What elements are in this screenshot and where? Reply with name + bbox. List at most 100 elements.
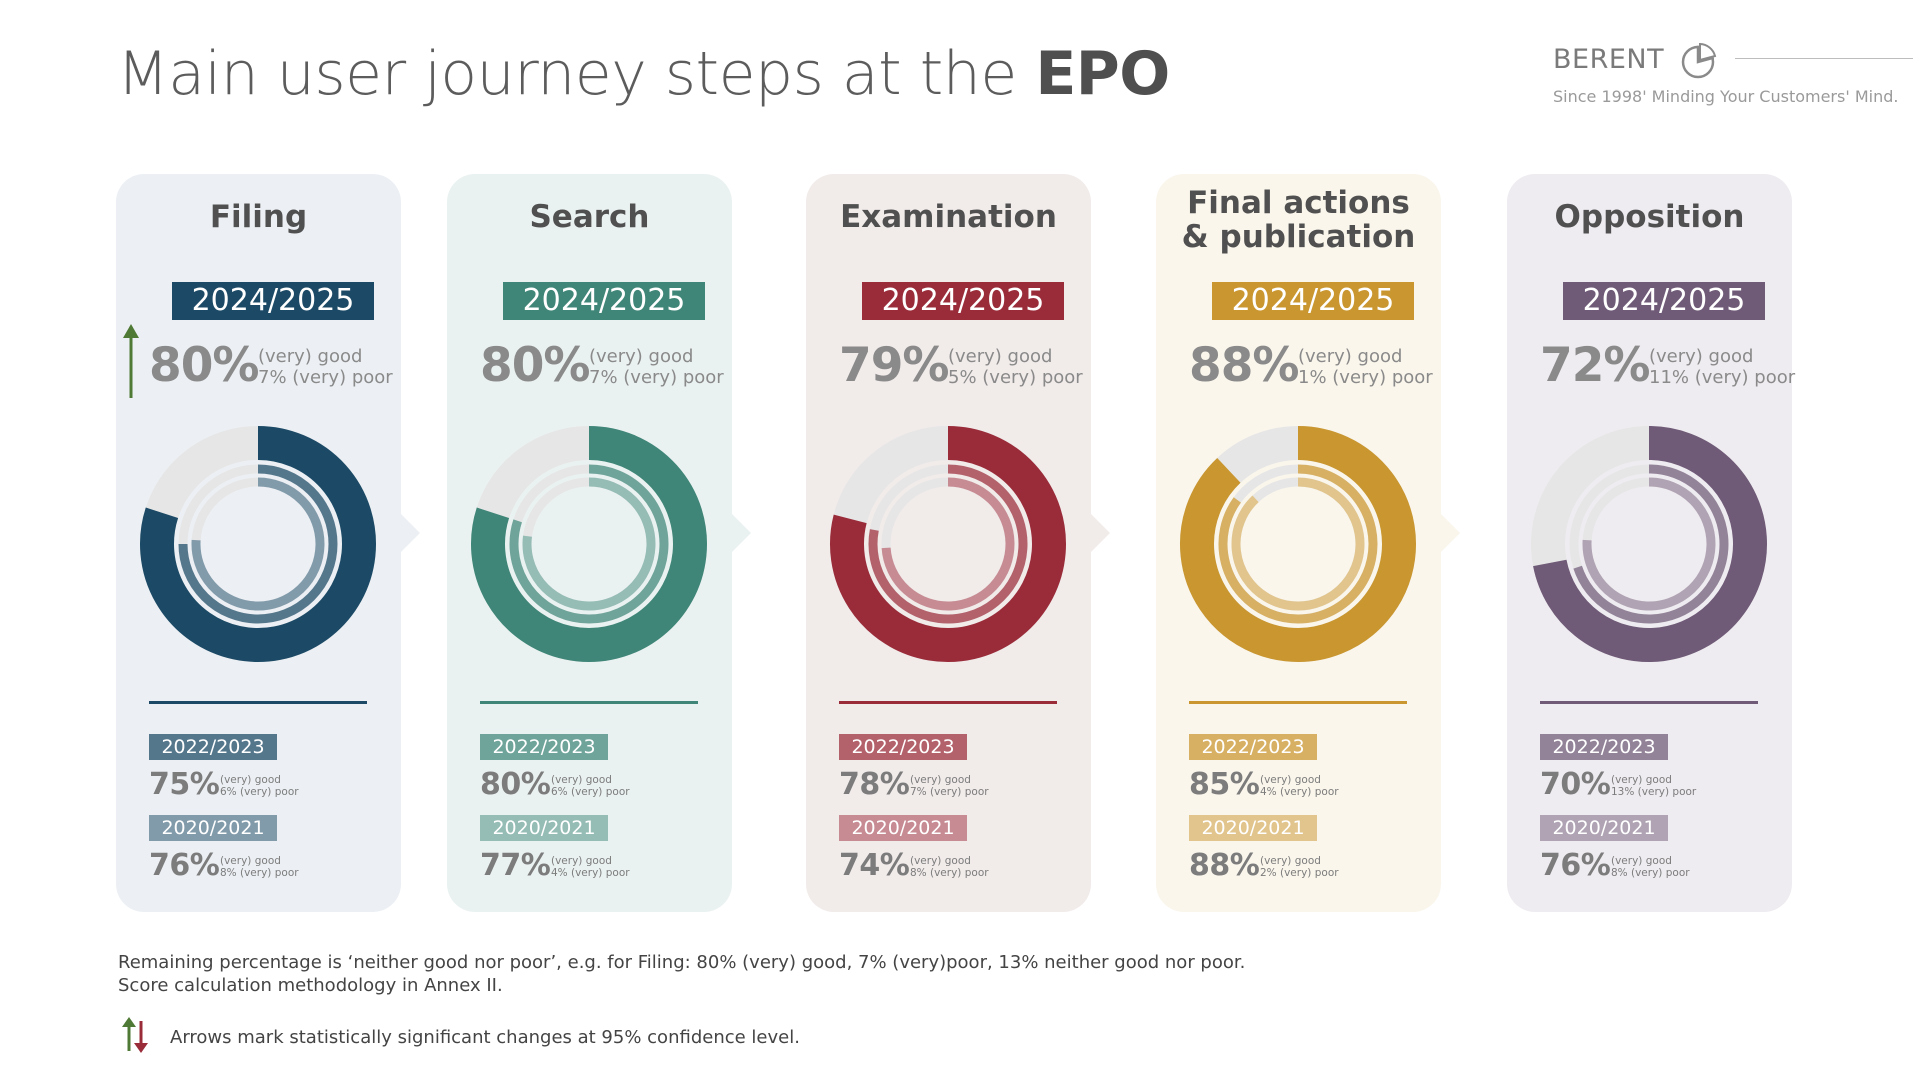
donut-chart (1527, 422, 1771, 666)
score-2020-2021: 77% (480, 849, 550, 883)
score-2022-2023: 80% (480, 768, 550, 802)
good-label: (very) good (910, 774, 989, 786)
score-2020-2021-detail: (very) good2% (very) poor (1260, 855, 1339, 879)
score-2020-2021: 88% (1189, 849, 1259, 883)
donut-chart (467, 422, 711, 666)
score-2022-2023-detail: (very) good4% (very) poor (1260, 774, 1339, 798)
score-2020-2021-detail: (very) good8% (very) poor (1611, 855, 1690, 879)
year-badge-current: 2024/2025 (1563, 282, 1765, 320)
poor-label: 5% (very) poor (948, 367, 1083, 388)
significant-increase-icon (121, 324, 141, 398)
good-label: (very) good (1611, 855, 1690, 867)
poor-label: 8% (very) poor (1611, 867, 1690, 879)
year-badge-2020-2021: 2020/2021 (149, 815, 277, 841)
poor-label: 2% (very) poor (1260, 867, 1339, 879)
score-current-detail: (very) good1% (very) poor (1298, 346, 1433, 388)
score-2020-2021: 76% (149, 849, 219, 883)
good-label: (very) good (589, 346, 724, 367)
score-2022-2023-detail: (very) good6% (very) poor (220, 774, 299, 798)
donut-chart (1176, 422, 1420, 666)
step-card: Final actions & publication2024/202588%(… (1156, 174, 1441, 912)
score-2022-2023: 75% (149, 768, 219, 802)
year-badge-current: 2024/2025 (862, 282, 1064, 320)
footnote-remaining: Remaining percentage is ‘neither good no… (118, 952, 1245, 974)
poor-label: 7% (very) poor (258, 367, 393, 388)
poor-label: 7% (very) poor (910, 786, 989, 798)
year-badge-2022-2023: 2022/2023 (1540, 734, 1668, 760)
score-2020-2021-detail: (very) good8% (very) poor (220, 855, 299, 879)
step-connector-arrow (1441, 514, 1460, 552)
separator-line (1189, 701, 1407, 704)
good-label: (very) good (258, 346, 393, 367)
score-2020-2021: 74% (839, 849, 909, 883)
poor-label: 1% (very) poor (1298, 367, 1433, 388)
logo-tagline: Since 1998' Minding Your Customers' Mind… (1553, 87, 1898, 106)
score-2022-2023: 85% (1189, 768, 1259, 802)
good-label: (very) good (1260, 855, 1339, 867)
score-current: 72% (1540, 340, 1650, 392)
poor-label: 11% (very) poor (1649, 367, 1795, 388)
year-badge-current: 2024/2025 (1212, 282, 1414, 320)
score-current-detail: (very) good11% (very) poor (1649, 346, 1795, 388)
score-2022-2023: 78% (839, 768, 909, 802)
year-badge-2022-2023: 2022/2023 (1189, 734, 1317, 760)
score-current: 79% (839, 340, 949, 392)
poor-label: 4% (very) poor (551, 867, 630, 879)
year-badge-2022-2023: 2022/2023 (149, 734, 277, 760)
good-label: (very) good (1298, 346, 1433, 367)
poor-label: 13% (very) poor (1611, 786, 1696, 798)
step-connector-arrow (1091, 514, 1110, 552)
separator-line (149, 701, 367, 704)
poor-label: 6% (very) poor (220, 786, 299, 798)
footnote-methodology: Score calculation methodology in Annex I… (118, 975, 503, 997)
year-badge-current: 2024/2025 (172, 282, 374, 320)
year-badge-current: 2024/2025 (503, 282, 705, 320)
good-label: (very) good (1611, 774, 1696, 786)
score-current: 88% (1189, 340, 1299, 392)
separator-line (480, 701, 698, 704)
step-title: Examination (806, 200, 1091, 234)
score-current-detail: (very) good5% (very) poor (948, 346, 1083, 388)
score-current-detail: (very) good7% (very) poor (258, 346, 393, 388)
score-current-detail: (very) good7% (very) poor (589, 346, 724, 388)
year-badge-2020-2021: 2020/2021 (1540, 815, 1668, 841)
ring-2020-2021 (1236, 482, 1360, 606)
year-badge-2020-2021: 2020/2021 (1189, 815, 1317, 841)
step-connector-arrow (401, 514, 420, 552)
score-2020-2021-detail: (very) good4% (very) poor (551, 855, 630, 879)
score-2022-2023: 70% (1540, 768, 1610, 802)
good-label: (very) good (220, 774, 299, 786)
separator-line (1540, 701, 1758, 704)
year-badge-2020-2021: 2020/2021 (839, 815, 967, 841)
step-card: Filing2024/202580%(very) good7% (very) p… (116, 174, 401, 912)
good-label: (very) good (910, 855, 989, 867)
step-title: Search (447, 200, 732, 234)
separator-line (839, 701, 1057, 704)
good-label: (very) good (551, 774, 630, 786)
score-2022-2023-detail: (very) good7% (very) poor (910, 774, 989, 798)
poor-label: 7% (very) poor (589, 367, 724, 388)
poor-label: 6% (very) poor (551, 786, 630, 798)
poor-label: 8% (very) poor (220, 867, 299, 879)
donut-chart (826, 422, 1070, 666)
step-title: Filing (116, 200, 401, 234)
poor-label: 8% (very) poor (910, 867, 989, 879)
good-label: (very) good (220, 855, 299, 867)
brand-logo: BERENT Since 1998' Minding Your Customer… (1553, 40, 1913, 120)
score-2022-2023-detail: (very) good6% (very) poor (551, 774, 630, 798)
score-2022-2023-detail: (very) good13% (very) poor (1611, 774, 1696, 798)
year-badge-2022-2023: 2022/2023 (839, 734, 967, 760)
step-title: Opposition (1507, 200, 1792, 234)
score-current: 80% (149, 340, 259, 392)
logo-divider (1735, 58, 1913, 59)
footnote-legend: Arrows mark statistically significant ch… (170, 1027, 800, 1049)
year-badge-2020-2021: 2020/2021 (480, 815, 608, 841)
poor-label: 4% (very) poor (1260, 786, 1339, 798)
logo-name: BERENT (1553, 44, 1664, 75)
score-current: 80% (480, 340, 590, 392)
good-label: (very) good (948, 346, 1083, 367)
good-label: (very) good (1649, 346, 1795, 367)
good-label: (very) good (1260, 774, 1339, 786)
step-card: Opposition2024/202572%(very) good11% (ve… (1507, 174, 1792, 912)
year-badge-2022-2023: 2022/2023 (480, 734, 608, 760)
